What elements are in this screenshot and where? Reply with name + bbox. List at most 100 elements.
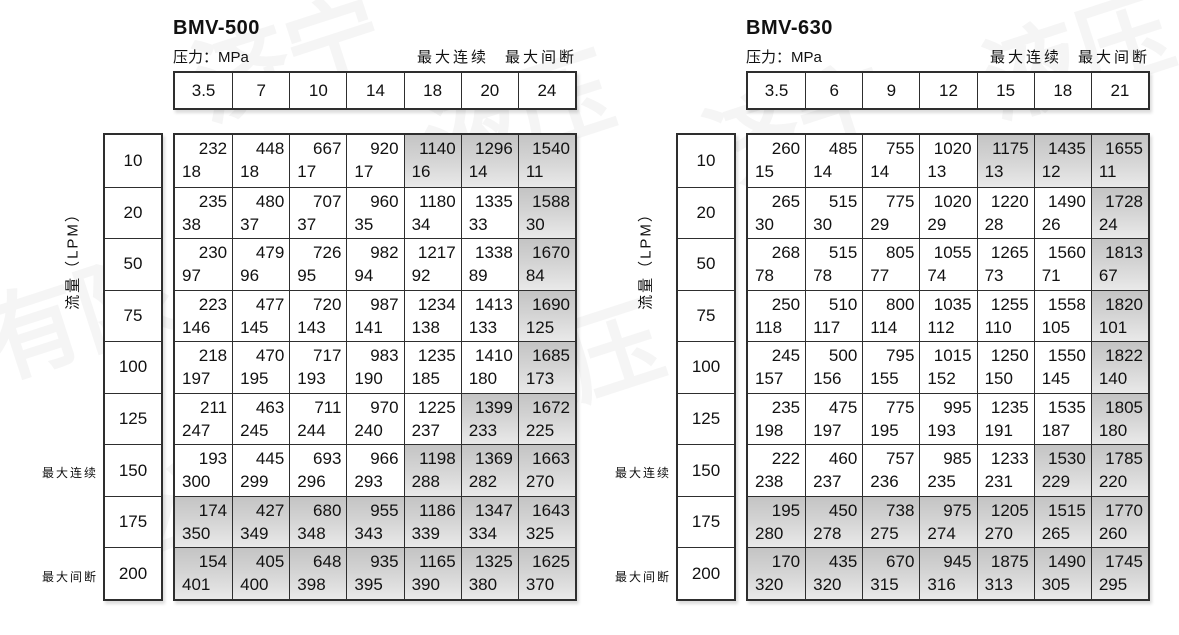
- data-cell: 1588 30: [517, 186, 575, 239]
- data-cell: 1055 74: [919, 238, 977, 290]
- data-cell: 477 145: [232, 289, 290, 342]
- data-cell: 195 280: [748, 495, 806, 548]
- data-cell: 1530 229: [1033, 444, 1091, 496]
- data-cell: 1685 173: [517, 341, 575, 393]
- flow-value-cell: 20: [105, 186, 161, 239]
- data-cell: 265 30: [748, 186, 806, 239]
- pressure-header-row: 3.5 6 9 12 15 18 21: [746, 71, 1150, 110]
- data-grid: 260 15 485 14 755 14 1020 13 1175 13 1435 12 1655 11 2…: [746, 133, 1150, 601]
- max-continuous-row-label: 最大连续: [614, 466, 671, 480]
- pressure-header-cell: 18: [1033, 73, 1091, 108]
- data-cell: 1020 13: [919, 135, 976, 187]
- data-cell: 230 97: [175, 238, 233, 290]
- flow-axis-label: 流量（LPM）: [637, 205, 655, 310]
- pressure-header-cell: 6: [805, 73, 862, 108]
- table-title: BMV-630: [746, 17, 833, 39]
- data-cell: 1410 180: [460, 341, 518, 393]
- data-cell: 680 348: [289, 495, 347, 548]
- data-cell: 435 320: [805, 547, 863, 599]
- data-cell: 448 18: [232, 135, 289, 187]
- data-cell: 707 37: [289, 186, 347, 239]
- data-cell: 1490 305: [1033, 547, 1091, 599]
- data-cell: 1265 73: [976, 238, 1034, 290]
- data-cell: 1550 145: [1033, 341, 1091, 393]
- data-cell: 648 398: [289, 547, 347, 599]
- flow-value-cell: 125: [678, 392, 734, 445]
- data-cell: 1250 150: [976, 341, 1034, 393]
- max-continuous-row-label: 最大连续: [41, 466, 98, 480]
- flow-value-cell: 10: [123, 150, 143, 170]
- data-cell: 515 78: [805, 238, 863, 290]
- data-cell: 1785 220: [1090, 444, 1148, 496]
- data-cell: 460 237: [805, 444, 863, 496]
- data-cell: 235 38: [175, 186, 233, 239]
- data-cell: 480 37: [232, 186, 290, 239]
- data-cell: 982 94: [346, 238, 404, 290]
- data-cell: 1255 110: [976, 289, 1034, 342]
- data-cell: 154 401: [175, 547, 233, 599]
- data-cell: 985 235: [919, 444, 977, 496]
- data-cell: 250 118: [748, 289, 806, 342]
- data-cell: 1643 325: [517, 495, 575, 548]
- data-cell: 1655 11: [1090, 135, 1148, 187]
- data-cell: 1338 89: [460, 238, 518, 290]
- data-cell: 1435 12: [1033, 135, 1091, 187]
- data-cell: 1335 33: [460, 186, 518, 239]
- data-cell: 479 96: [232, 238, 290, 290]
- data-cell: 757 236: [862, 444, 920, 496]
- data-cell: 485 14: [805, 135, 862, 187]
- pressure-header-cell: 10: [289, 73, 346, 108]
- data-cell: 218 197: [175, 341, 233, 393]
- bmv-500-table: BMV-500 压力：MPa 最大连续 最大间断 3.5 7 10 14 18 20 24 …: [41, 17, 577, 601]
- data-cell: 1175 13: [976, 135, 1034, 187]
- data-cell: 268 78: [748, 238, 806, 290]
- flow-value-cell: 200: [105, 547, 161, 599]
- data-cell: 775 29: [862, 186, 920, 239]
- data-cell: 510 117: [805, 289, 863, 342]
- data-cell: 945 316: [919, 547, 977, 599]
- data-cell: 775 195: [862, 392, 920, 445]
- data-cell: 500 156: [805, 341, 863, 393]
- data-cell: 1822 140: [1090, 341, 1148, 393]
- data-cell: 445 299: [232, 444, 290, 496]
- data-cell: 260 15: [755, 139, 801, 181]
- data-cell: 935 395: [346, 547, 404, 599]
- data-cell: 427 349: [232, 495, 290, 548]
- data-cell: 1558 105: [1033, 289, 1091, 342]
- data-cell: 1490 26: [1033, 186, 1091, 239]
- pressure-header-cell: 14: [346, 73, 403, 108]
- data-cell: 1020 29: [919, 186, 977, 239]
- data-grid: 232 18 448 18 667 17 920 17 1140 16 1296 14 1540 11 23…: [173, 133, 577, 601]
- data-cell: 755 14: [862, 135, 919, 187]
- data-cell: 174 350: [175, 495, 233, 548]
- data-cell: 193 300: [175, 444, 233, 496]
- flow-value-cell: 75: [678, 289, 734, 342]
- data-cell: 1235 191: [976, 392, 1034, 445]
- max-continuous-label: 最大连续: [989, 49, 1062, 66]
- flow-value-cell: 175: [678, 495, 734, 548]
- flow-value-cell: 200: [678, 547, 734, 599]
- data-cell: 1540 11: [517, 135, 575, 187]
- data-cell: 720 143: [289, 289, 347, 342]
- pressure-unit-label: 压力：MPa: [746, 49, 822, 66]
- data-cell: 1745 295: [1090, 547, 1148, 599]
- data-cell: 800 114: [862, 289, 920, 342]
- data-cell: 1813 67: [1090, 238, 1148, 290]
- data-cell: 711 244: [289, 392, 347, 445]
- flow-value-cell: 10: [696, 150, 716, 170]
- flow-column: 10 20 50 75 100 125 150 175 200: [103, 133, 163, 601]
- data-cell: 1165 390: [403, 547, 461, 599]
- max-intermittent-row-label: 最大间断: [614, 570, 671, 584]
- flow-value-cell: 50: [678, 238, 734, 290]
- data-cell: 1015 152: [919, 341, 977, 393]
- bmv-630-table: BMV-630 压力：MPa 最大连续 最大间断 3.5 6 9 12 15 18 21 流…: [573, 0, 1179, 635]
- data-cell: 450 278: [805, 495, 863, 548]
- data-cell: 1296 14: [460, 135, 518, 187]
- data-cell: 515 30: [805, 186, 863, 239]
- data-cell: 1728 24: [1090, 186, 1148, 239]
- data-cell: 966 293: [346, 444, 404, 496]
- data-cell: 405 400: [232, 547, 290, 599]
- data-cell: 1325 380: [460, 547, 518, 599]
- pressure-header-cell: 9: [862, 73, 919, 108]
